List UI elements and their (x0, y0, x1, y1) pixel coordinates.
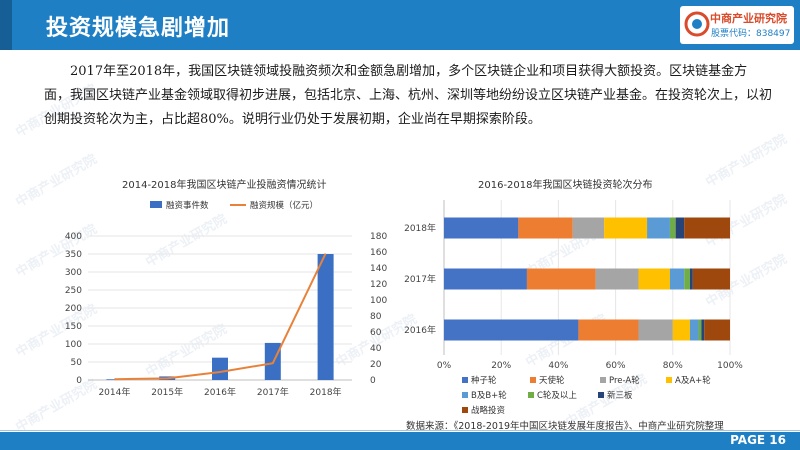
stacked-bar-segment (638, 268, 670, 290)
stacked-bar-segment (672, 319, 690, 341)
stacked-bar-segment (669, 217, 676, 239)
stacked-bar-segment (647, 217, 670, 239)
y-right-tick-label: 40 (370, 344, 382, 354)
page-title: 投资规模急剧增加 (46, 16, 231, 41)
legend-label: 种子轮 (471, 375, 497, 386)
x-tick-label: 40% (548, 361, 568, 371)
legend-label: C轮及以上 (537, 390, 577, 401)
logo-icon (684, 11, 710, 37)
stacked-bar-segment (689, 319, 699, 341)
legend-swatch (528, 392, 534, 398)
x-tick-label: 2017年 (257, 386, 289, 398)
stacked-bar-segment (684, 268, 690, 290)
y-tick-label: 2018年 (404, 222, 436, 234)
x-tick-label: 2018年 (310, 386, 342, 398)
legend-swatch (600, 377, 606, 383)
stacked-bar-segment (684, 217, 730, 239)
y-right-tick-label: 60 (370, 328, 382, 338)
legend-swatch (462, 377, 468, 383)
x-tick-label: 20% (491, 361, 511, 371)
stacked-bar-segment (689, 268, 693, 290)
x-tick-label: 0% (437, 361, 452, 371)
page-number: PAGE 16 (730, 433, 786, 447)
y-right-tick-label: 0 (370, 376, 376, 386)
y-right-tick-label: 160 (370, 248, 387, 258)
x-tick-label: 80% (663, 361, 683, 371)
legend-label: 融资规模（亿元） (250, 200, 318, 211)
logo-stock-code: 股票代码：838497 (711, 29, 791, 39)
stacked-bar-segment (444, 268, 527, 290)
x-tick-label: 2014年 (98, 386, 130, 398)
x-tick-label: 2015年 (151, 386, 183, 398)
intro-paragraph: 2017年至2018年，我国区块链领域投融资频次和金额急剧增加，多个区块链企业和… (44, 64, 773, 127)
legend-label: 新三板 (607, 390, 633, 401)
x-tick-label: 60% (606, 361, 626, 371)
legend-label: 战略投资 (471, 405, 506, 416)
stacked-bar-segment (701, 319, 705, 341)
legend-label: B及B+轮 (471, 390, 507, 401)
y-right-tick-label: 100 (370, 296, 387, 306)
stacked-bar-segment (604, 217, 648, 239)
logo-name: 中商产业研究院 (710, 12, 787, 25)
y-left-tick-label: 200 (65, 304, 82, 314)
y-tick-label: 2016年 (404, 324, 436, 336)
y-left-tick-label: 300 (65, 268, 82, 278)
x-tick-label: 100% (717, 361, 743, 371)
legend-swatch-bar (150, 201, 162, 208)
title-bar: 投资规模急剧增加 中商产业研究院 股票代码：838497 (0, 0, 800, 50)
y-right-tick-label: 140 (370, 264, 387, 274)
stacked-bar-segment (675, 217, 685, 239)
y-left-tick-label: 100 (65, 340, 82, 350)
legend-label: 天使轮 (539, 375, 565, 386)
legend-swatch (530, 377, 536, 383)
y-right-tick-label: 120 (370, 280, 387, 290)
footer-bar: PAGE 16 (0, 432, 800, 450)
stacked-bar-segment (444, 217, 519, 239)
y-left-tick-label: 400 (65, 232, 82, 242)
legend-label: A及A+轮 (675, 375, 711, 386)
stacked-bar-segment (692, 268, 730, 290)
stacked-bar-segment (518, 217, 573, 239)
source-note: 数据来源：《2018-2019年中国区块链发展年度报告》、中商产业研究院整理 (406, 421, 724, 432)
stacked-bar-segment (444, 319, 579, 341)
title-accent (0, 0, 12, 50)
y-left-tick-label: 250 (65, 286, 82, 296)
legend-label: 融资事件数 (166, 200, 209, 211)
chart2-title: 2016-2018年我国区块链投资轮次分布 (478, 180, 653, 191)
bar-funding-events (106, 379, 123, 380)
chart1-title: 2014-2018年我国区块链产业投融资情况统计 (122, 180, 327, 191)
y-left-tick-label: 0 (76, 376, 82, 386)
y-right-tick-label: 80 (370, 312, 382, 322)
stacked-bar-segment (526, 268, 596, 290)
bar-funding-events (212, 357, 228, 380)
legend-swatch (666, 377, 672, 383)
x-tick-label: 2016年 (204, 386, 236, 398)
y-left-tick-label: 50 (71, 358, 83, 368)
legend-swatch (598, 392, 604, 398)
stacked-bar-segment (595, 268, 639, 290)
stacked-bar-segment (638, 319, 673, 341)
y-right-tick-label: 20 (370, 360, 382, 370)
footer-divider (0, 430, 800, 431)
y-right-tick-label: 180 (370, 232, 387, 242)
brand-logo: 中商产业研究院 股票代码：838497 (680, 6, 794, 44)
stacked-bar-segment (669, 268, 685, 290)
line-funding-scale (114, 253, 327, 381)
legend-label: Pre-A轮 (609, 375, 640, 386)
legend-swatch (462, 392, 468, 398)
bar-funding-events (317, 254, 334, 380)
legend-swatch (462, 407, 468, 413)
stacked-bar-segment (578, 319, 639, 341)
stacked-bar-segment (698, 319, 702, 341)
y-left-tick-label: 350 (65, 250, 82, 260)
y-tick-label: 2017年 (404, 273, 436, 285)
stacked-bar-segment (704, 319, 730, 341)
y-left-tick-label: 150 (65, 322, 82, 332)
stacked-bar-segment (572, 217, 605, 239)
